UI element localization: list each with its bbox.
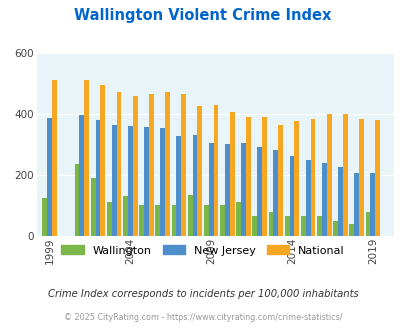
Text: Crime Index corresponds to incidents per 100,000 inhabitants: Crime Index corresponds to incidents per… [47,289,358,299]
Bar [116,92,121,236]
Bar [111,124,116,236]
Bar [374,120,379,236]
Bar [132,95,137,236]
Bar [75,164,79,236]
Bar [95,120,100,236]
Bar [261,117,266,236]
Text: © 2025 CityRating.com - https://www.cityrating.com/crime-statistics/: © 2025 CityRating.com - https://www.city… [64,313,341,322]
Bar [229,112,234,236]
Bar [208,143,213,236]
Bar [353,173,358,236]
Bar [289,156,294,236]
Bar [294,121,298,236]
Bar [84,80,89,236]
Bar [192,135,197,236]
Bar [220,205,224,236]
Bar [149,94,153,236]
Bar [213,105,218,236]
Bar [139,205,144,236]
Bar [252,216,257,236]
Bar [358,119,363,236]
Bar [100,85,105,236]
Bar [273,150,277,236]
Bar [257,147,261,236]
Bar [155,205,160,236]
Bar [165,92,170,236]
Bar [171,205,176,236]
Bar [333,221,337,236]
Bar [79,115,84,236]
Bar [144,127,149,236]
Bar [176,136,181,236]
Bar [310,119,315,236]
Bar [203,205,208,236]
Bar [268,212,273,236]
Text: Wallington Violent Crime Index: Wallington Violent Crime Index [74,8,331,23]
Bar [90,178,95,236]
Bar [42,198,47,236]
Bar [47,118,52,236]
Bar [52,80,57,236]
Bar [348,224,353,236]
Bar [236,202,241,236]
Bar [300,216,305,236]
Bar [326,114,331,236]
Bar [277,124,282,236]
Bar [337,167,342,236]
Bar [128,126,132,236]
Bar [245,117,250,236]
Bar [181,94,185,236]
Bar [187,195,192,236]
Bar [107,202,111,236]
Bar [321,163,326,236]
Bar [241,143,245,236]
Bar [224,145,229,236]
Legend: Wallington, New Jersey, National: Wallington, New Jersey, National [57,241,348,260]
Bar [197,106,202,236]
Bar [342,115,347,236]
Bar [123,196,128,236]
Bar [364,212,369,236]
Bar [284,216,289,236]
Bar [369,173,374,236]
Bar [160,128,165,236]
Bar [305,160,310,236]
Bar [316,216,321,236]
